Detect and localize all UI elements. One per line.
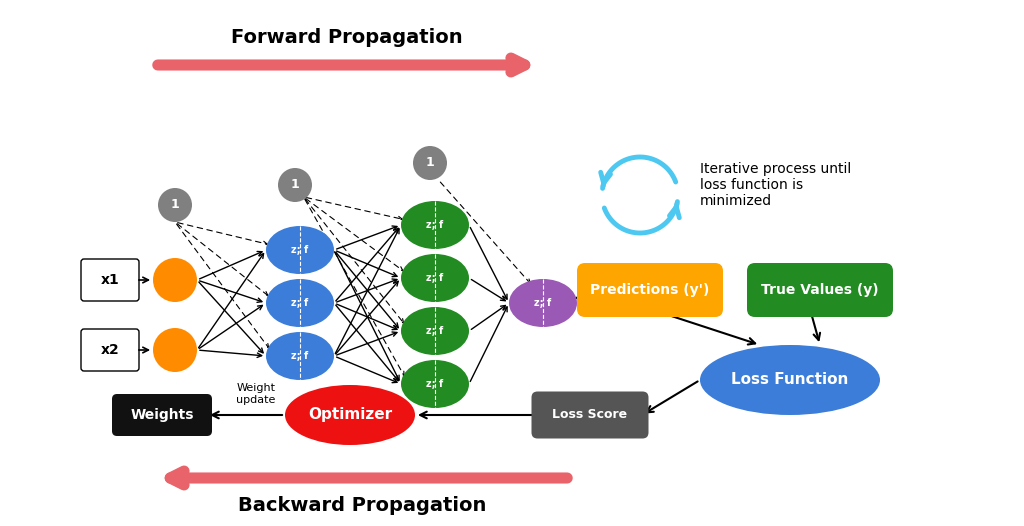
Text: x2: x2 — [100, 343, 120, 357]
Circle shape — [278, 168, 312, 202]
Ellipse shape — [401, 307, 469, 355]
Text: Loss Function: Loss Function — [731, 372, 849, 388]
FancyBboxPatch shape — [112, 394, 212, 436]
Ellipse shape — [401, 254, 469, 302]
Text: True Values (y): True Values (y) — [761, 283, 879, 297]
Ellipse shape — [509, 279, 577, 327]
Ellipse shape — [285, 385, 415, 445]
FancyBboxPatch shape — [577, 263, 723, 317]
Ellipse shape — [266, 279, 334, 327]
Text: Backward Propagation: Backward Propagation — [238, 496, 486, 515]
Text: z; f: z; f — [292, 351, 308, 361]
Text: z; f: z; f — [535, 298, 552, 308]
FancyBboxPatch shape — [81, 329, 139, 371]
Circle shape — [153, 258, 197, 302]
Text: Iterative process until
loss function is
minimized: Iterative process until loss function is… — [700, 162, 851, 208]
Text: 1: 1 — [426, 157, 434, 169]
Text: 1: 1 — [291, 178, 299, 191]
Text: z; f: z; f — [292, 245, 308, 255]
Ellipse shape — [266, 226, 334, 274]
Text: Predictions (y'): Predictions (y') — [590, 283, 710, 297]
Ellipse shape — [401, 360, 469, 408]
Text: Weight
update: Weight update — [237, 383, 275, 405]
Circle shape — [413, 146, 447, 180]
Text: x1: x1 — [100, 273, 120, 287]
Ellipse shape — [700, 345, 880, 415]
Text: z; f: z; f — [426, 220, 443, 230]
FancyBboxPatch shape — [81, 259, 139, 301]
Circle shape — [153, 328, 197, 372]
Ellipse shape — [266, 332, 334, 380]
Ellipse shape — [401, 201, 469, 249]
Circle shape — [158, 188, 193, 222]
Text: z; f: z; f — [426, 273, 443, 283]
FancyBboxPatch shape — [531, 391, 648, 439]
Text: z; f: z; f — [426, 326, 443, 336]
FancyBboxPatch shape — [746, 263, 893, 317]
Text: Optimizer: Optimizer — [308, 408, 392, 422]
Text: z; f: z; f — [426, 379, 443, 389]
Text: Weights: Weights — [130, 408, 194, 422]
Text: Forward Propagation: Forward Propagation — [231, 28, 463, 47]
Text: 1: 1 — [171, 198, 179, 211]
Text: z; f: z; f — [292, 298, 308, 308]
Text: Loss Score: Loss Score — [552, 409, 628, 421]
